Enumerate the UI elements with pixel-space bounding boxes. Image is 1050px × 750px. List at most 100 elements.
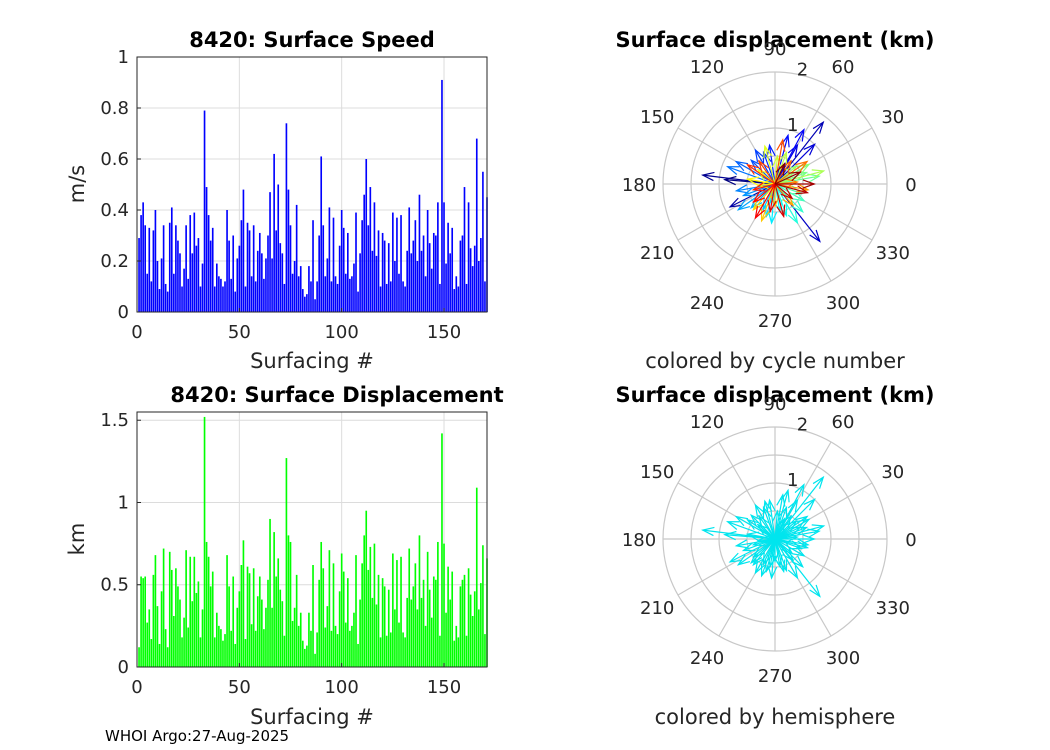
displacement-bar [301,640,304,667]
displacement-bar [152,574,155,667]
displacement-bar [238,591,241,667]
speed-bar [443,202,445,312]
polar-cycle-arrow [775,179,816,189]
speed-bar [422,235,425,312]
displacement-bar [183,617,185,667]
speed-bar [328,207,331,312]
displacement-bar [248,573,251,667]
speed-bar [216,263,218,312]
speed-bar [148,227,151,312]
displacement-bar [387,589,390,667]
polar-hemisphere-angle-label: 30 [881,462,904,483]
speed-bar [295,204,298,312]
speed-bar [332,217,335,312]
displacement-bar [226,555,228,667]
displacement-bar [170,569,173,667]
speed-bar [320,156,323,312]
speed-bar [277,184,280,312]
displacement-bar [265,607,267,667]
displacement-bar [410,599,413,667]
speed-bar [461,235,464,312]
displacement-bar [471,616,474,667]
speed-bar [441,79,443,312]
displacement-bar [455,625,458,667]
speed-bar [480,238,482,312]
displacement-bar [435,579,437,667]
speed-bar [437,202,439,312]
displacement-bar [191,601,194,667]
speed-bar [322,225,325,312]
displacement-ytick-label: 1.5 [100,410,129,431]
polar-cycle-angle-label: 330 [876,243,910,264]
displacement-bar [263,629,265,667]
polar-cycle-arrow [774,183,810,195]
speed-bar [170,207,173,312]
displacement-bar [361,563,363,667]
displacement-bar [314,653,316,667]
speed-bar [211,227,214,312]
displacement-bar [193,556,196,667]
displacement-bar [338,591,341,667]
speed-bar [310,281,312,312]
displacement-bar [267,579,269,667]
polar-cycle-arrow [774,183,799,225]
displacement-bar [344,622,347,667]
speed-bar [471,266,474,312]
displacement-bar [398,622,400,667]
displacement-bar [477,609,480,667]
displacement-bar [293,607,296,667]
displacement-bar [465,635,468,667]
displacement-bar [426,551,429,667]
speed-bar [293,261,296,312]
displacement-bar [383,586,386,667]
speed-bar [365,159,368,312]
displacement-bar [179,599,181,667]
polar-hemisphere-arrow [774,526,802,540]
polar-hemisphere-angle-label: 0 [905,530,916,551]
speed-bar [275,230,277,312]
polar-cycle-angle-label: 150 [640,107,674,128]
speed-bar [428,243,431,312]
displacement-bar [154,555,157,667]
displacement-axes-box [136,411,488,668]
displacement-bar [484,634,486,667]
speed-chart-title: 8420: Surface Speed [189,28,435,52]
speed-bar [224,281,226,312]
speed-xlabel: Surfacing # [250,349,374,373]
polar-hemisphere-arrow [751,537,776,547]
speed-bar [314,299,316,312]
displacement-bar [371,597,374,667]
polar-cycle-angle-label: 60 [832,57,855,78]
displacement-bar [189,556,192,667]
displacement-bar [385,635,388,667]
speed-ytick-label: 0.8 [100,98,129,119]
displacement-bar [428,589,431,667]
speed-bar [389,281,392,312]
speed-bar [168,222,171,312]
speed-axes-box [136,56,488,313]
speed-bar [435,235,437,312]
polar-hemisphere-arrow [701,526,776,540]
polar-hemisphere-angle-label: 240 [690,648,724,669]
speed-bar [269,192,271,312]
polar-hemisphere-arrow [752,538,776,559]
displacement-bar [439,635,441,667]
displacement-bar [369,546,372,667]
speed-bar [164,283,167,312]
speed-xtick-label: 100 [324,322,358,343]
polar-cycle-arrow [774,183,786,219]
polar-cycle-arrow [754,183,776,220]
polar-hemisphere-angle-label: 90 [764,394,787,415]
speed-bar [316,281,318,312]
speed-bar [451,227,454,312]
speed-bar [261,253,263,312]
speed-bar [357,291,359,312]
polar-cycle-arrow [774,143,816,185]
speed-bar [349,278,351,312]
displacement-bar [220,629,222,667]
speed-bar [242,189,245,312]
displacement-bar [349,630,351,667]
speed-bar [324,276,327,312]
speed-bar [377,230,380,312]
speed-bar [166,291,169,312]
